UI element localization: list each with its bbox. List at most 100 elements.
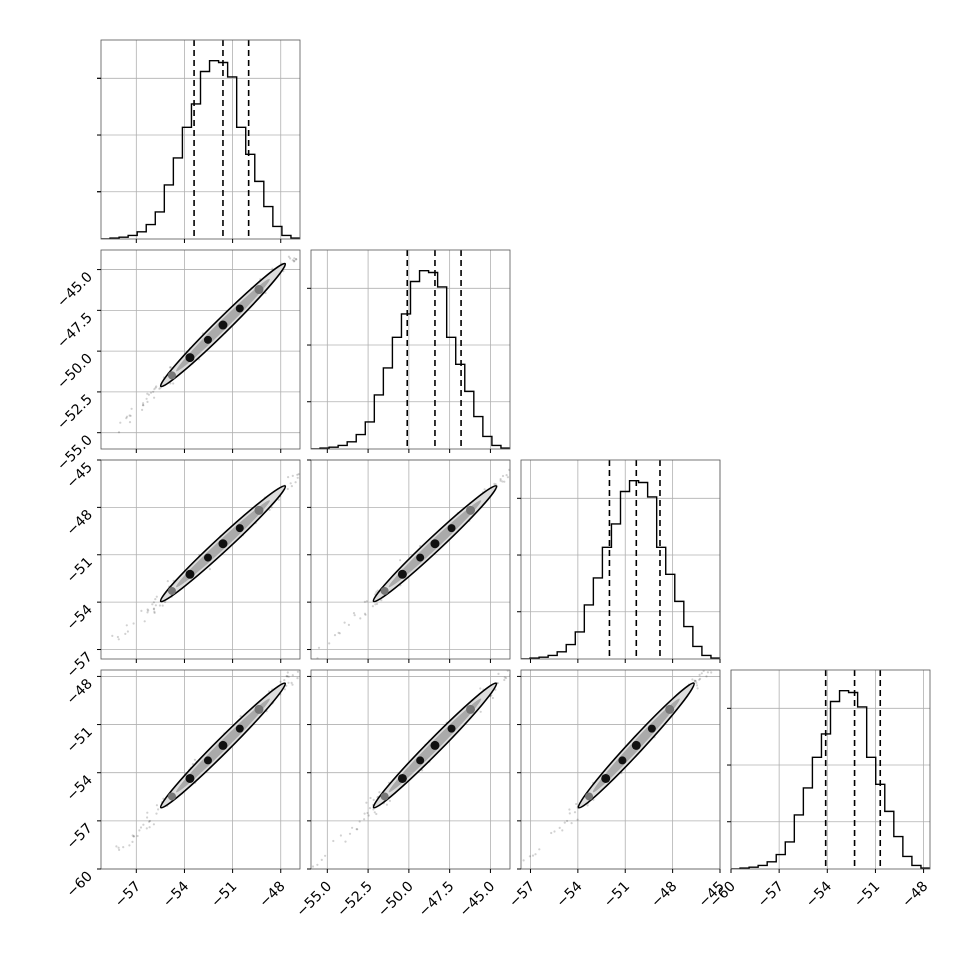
sample-point: [540, 635, 542, 637]
density-marker: [585, 792, 594, 801]
density-marker: [465, 505, 475, 515]
sample-point: [534, 853, 537, 856]
sample-point: [158, 604, 161, 607]
x-tick-label: −50.0: [375, 879, 417, 921]
sample-point: [728, 649, 730, 651]
sample-point: [302, 664, 304, 666]
sample-point: [169, 382, 172, 385]
sample-point: [88, 457, 90, 459]
sample-point: [309, 237, 311, 239]
sample-point: [351, 826, 354, 829]
sample-point: [286, 675, 289, 678]
axes-frame: [520, 669, 721, 870]
sample-point: [305, 241, 307, 243]
sample-point: [302, 666, 304, 668]
hist-panel-2: [307, 249, 511, 453]
density-marker: [203, 335, 212, 344]
sample-point: [344, 195, 346, 197]
x-tick-label: −47.5: [416, 879, 458, 921]
sample-point: [151, 603, 154, 606]
sample-point: [711, 659, 713, 661]
sample-point: [503, 678, 506, 682]
sample-point: [493, 482, 496, 485]
sample-point: [568, 812, 571, 815]
sample-point: [268, 508, 271, 511]
sample-point: [365, 600, 368, 603]
sample-point: [333, 634, 337, 637]
sample-point: [346, 625, 348, 627]
density-marker: [430, 740, 440, 750]
sample-point: [301, 668, 303, 670]
sample-point: [573, 811, 577, 814]
x-tick-label: −57: [755, 879, 787, 911]
sample-point: [152, 607, 156, 610]
histogram-step: [311, 270, 510, 449]
sample-point: [325, 220, 327, 222]
histogram-step: [101, 60, 300, 239]
sample-point: [148, 820, 151, 823]
plot-area: [509, 639, 734, 889]
sample-point: [699, 677, 702, 680]
sample-point: [161, 604, 164, 607]
sample-point: [513, 467, 515, 469]
x-tick-label: −51: [208, 879, 240, 911]
scatter-panel-4-3: [509, 639, 734, 889]
sample-point: [146, 400, 149, 403]
sample-point: [290, 681, 293, 685]
sample-point: [283, 679, 286, 682]
sample-point: [501, 474, 505, 478]
y-tick-label: −45.0: [54, 269, 96, 311]
plot-area: [88, 195, 352, 459]
density-marker: [665, 704, 675, 714]
sample-point: [538, 848, 541, 851]
sample-point: [355, 828, 358, 831]
sample-point: [551, 621, 553, 623]
plot-area: [301, 463, 519, 670]
sample-point: [712, 654, 714, 656]
axes-frame: [310, 669, 511, 870]
sample-point: [388, 799, 391, 803]
y-tick-label: −57: [64, 820, 96, 852]
x-tick-label: −57: [506, 879, 538, 911]
sample-point: [297, 473, 300, 476]
x-tick-label: −45.0: [457, 879, 499, 921]
sample-point: [132, 835, 135, 838]
sample-point: [732, 639, 734, 641]
sample-point: [124, 632, 127, 636]
sample-point: [297, 663, 299, 665]
sample-point: [509, 887, 511, 889]
sample-point: [553, 830, 556, 833]
hist-panel-3: [517, 459, 721, 663]
sample-point: [385, 803, 388, 806]
density-marker: [167, 792, 176, 801]
sample-point: [147, 609, 150, 612]
sample-point: [168, 366, 172, 369]
sample-point: [146, 811, 149, 814]
plot-area: [111, 473, 300, 641]
sample-point: [164, 600, 167, 604]
sample-point: [155, 595, 158, 598]
sample-point: [517, 463, 519, 465]
sample-point: [350, 196, 352, 198]
sample-point: [132, 835, 136, 838]
sample-point: [372, 808, 375, 811]
sample-point: [511, 478, 513, 480]
sample-point: [285, 675, 288, 678]
sample-point: [296, 476, 299, 479]
sample-point: [316, 657, 319, 659]
sample-point: [320, 643, 322, 645]
sample-point: [515, 663, 517, 665]
sample-point: [356, 828, 359, 831]
sample-point: [367, 814, 370, 817]
sample-point: [421, 769, 424, 772]
sample-point: [296, 473, 299, 476]
sample-point: [506, 476, 509, 479]
sample-point: [111, 634, 114, 638]
sample-point: [142, 823, 145, 826]
axes-frame: [100, 459, 301, 660]
density-marker: [218, 740, 228, 750]
sample-point: [338, 632, 341, 635]
sample-point: [295, 258, 298, 261]
hist-panel-4: [727, 669, 931, 873]
sample-point: [695, 681, 698, 685]
